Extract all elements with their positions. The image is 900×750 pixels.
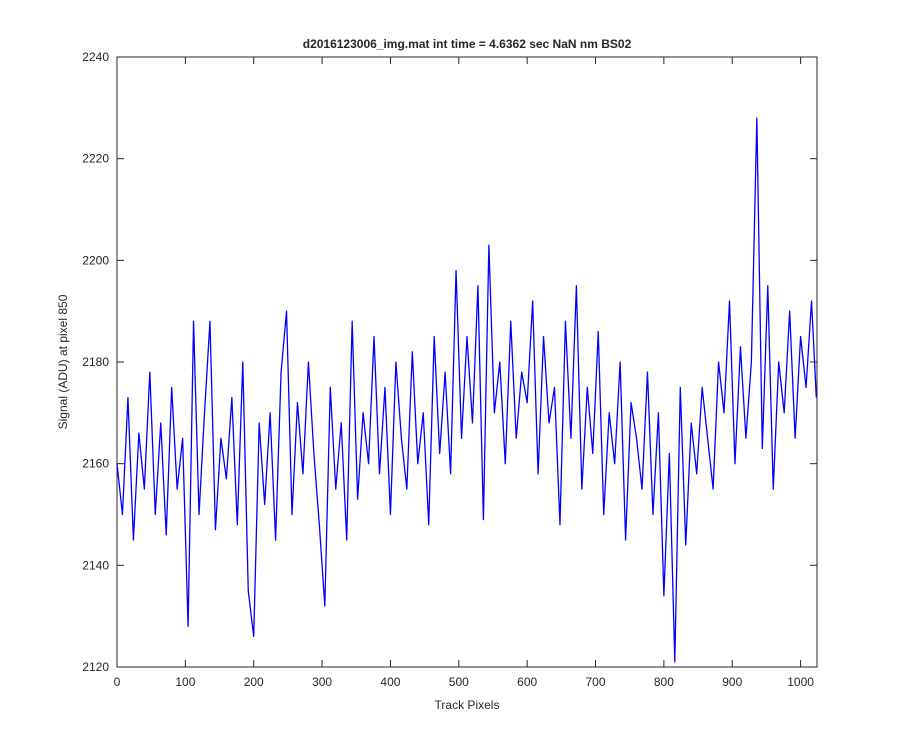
y-tick-label: 2180: [82, 355, 109, 369]
y-tick-label: 2120: [82, 660, 109, 674]
x-tick-label: 800: [654, 675, 674, 689]
y-tick-label: 2200: [82, 253, 109, 267]
x-tick-label: 0: [114, 675, 121, 689]
y-tick-label: 2220: [82, 152, 109, 166]
y-axis-label: Signal (ADU) at pixel 850: [56, 294, 70, 429]
y-tick-label: 2140: [82, 558, 109, 572]
x-tick-label: 400: [380, 675, 400, 689]
x-tick-label: 200: [244, 675, 264, 689]
x-tick-label: 600: [517, 675, 537, 689]
y-tick-label: 2160: [82, 457, 109, 471]
y-tick-label: 2240: [82, 50, 109, 64]
x-tick-label: 700: [586, 675, 606, 689]
x-tick-label: 1000: [787, 675, 814, 689]
chart-title: d2016123006_img.mat int time = 4.6362 se…: [303, 37, 632, 51]
x-tick-label: 900: [722, 675, 742, 689]
plot-area: [116, 56, 818, 668]
data-line: [116, 117, 817, 663]
x-axis-label: Track Pixels: [435, 698, 500, 712]
x-tick-label: 100: [175, 675, 195, 689]
x-tick-label: 300: [312, 675, 332, 689]
x-tick-label: 500: [449, 675, 469, 689]
